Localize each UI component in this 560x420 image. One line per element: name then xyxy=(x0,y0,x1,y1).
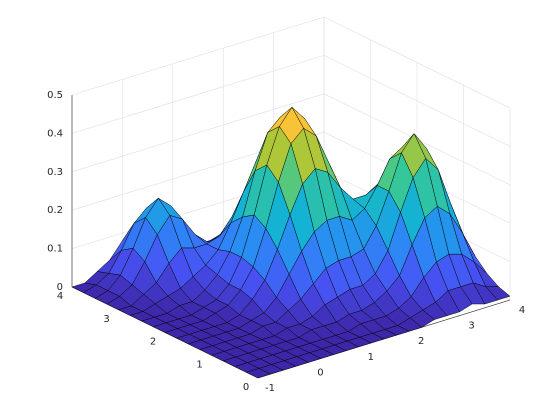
y-tick-label: 4 xyxy=(57,291,63,302)
x-tick-label: 1 xyxy=(368,352,374,363)
z-tick-label: 0.2 xyxy=(47,205,63,216)
grid-line xyxy=(323,16,511,109)
x-tick-label: 0 xyxy=(317,367,323,378)
x-tick-label: 4 xyxy=(519,305,525,316)
y-tick-label: 1 xyxy=(196,359,202,370)
grid-line xyxy=(323,55,511,147)
z-tick-label: 0.1 xyxy=(47,244,63,255)
z-tick-label: 0.5 xyxy=(47,90,63,101)
grid-line xyxy=(71,93,325,173)
z-tick-label: 0.3 xyxy=(47,167,63,178)
y-tick-label: 3 xyxy=(103,314,109,325)
x-tick-label: -1 xyxy=(265,383,275,394)
y-tick-label: 2 xyxy=(150,337,156,348)
y-tick-label: 0 xyxy=(243,382,249,393)
grid-line xyxy=(71,55,325,134)
z-tick-label: 0 xyxy=(57,282,63,293)
surface-patch xyxy=(246,368,271,379)
grid-line xyxy=(71,16,325,96)
x-tick-label: 2 xyxy=(418,336,424,347)
z-tick-label: 0.4 xyxy=(47,128,63,139)
x-tick-label: 3 xyxy=(468,321,474,332)
